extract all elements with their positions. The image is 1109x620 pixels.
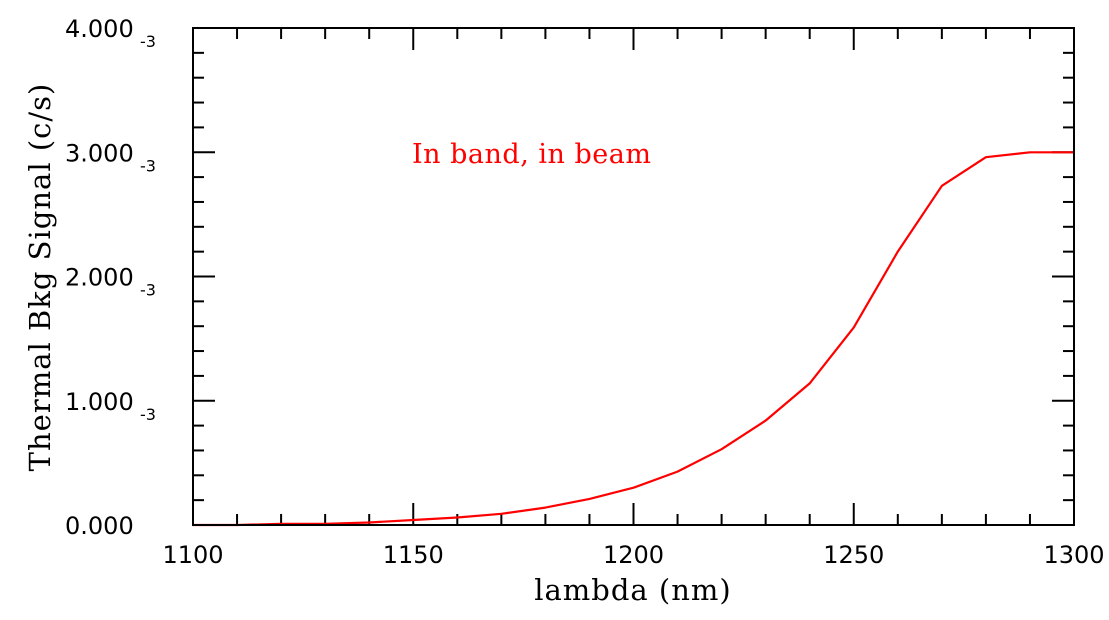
annotation-text: In band, in beam: [412, 139, 651, 170]
series-line: [193, 151, 1074, 527]
y-axis-label: Thermal Bkg Signal (c/s): [23, 83, 57, 472]
y-tick-labels: 0.000 1.000 -3 2.000 -3 3.000 -3 4.000 -3: [65, 15, 156, 540]
x-tick-label: 1300: [1043, 541, 1104, 569]
y-tick-exponent: -3: [140, 405, 156, 424]
x-tick-label: 1100: [162, 541, 223, 569]
y-tick-label: 3.000: [65, 139, 134, 167]
x-tick-label: 1250: [823, 541, 884, 569]
y-tick-label: 0.000: [65, 512, 134, 540]
y-tick-exponent: -3: [140, 281, 156, 300]
y-tick-exponent: -3: [140, 156, 156, 175]
y-tick-label: 2.000: [65, 264, 134, 292]
x-tick-label: 1200: [603, 541, 664, 569]
y-tick-exponent: -3: [140, 32, 156, 51]
x-tick-label: 1150: [383, 541, 444, 569]
axis-ticks: [192, 27, 1075, 526]
x-tick-labels: 1100 1150 1200 1250 1300: [162, 541, 1104, 569]
y-tick-label: 1.000: [65, 388, 134, 416]
series-layer: [193, 151, 1074, 527]
plot-frame: [192, 27, 1075, 526]
x-axis-label: lambda (nm): [534, 573, 732, 607]
y-tick-label: 4.000: [65, 15, 134, 43]
